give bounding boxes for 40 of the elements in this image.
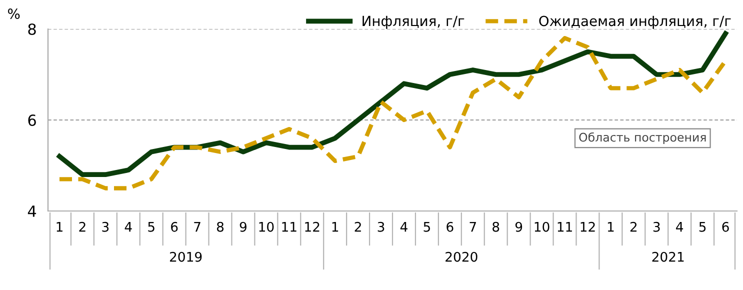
x-tick-label: 10	[534, 222, 550, 232]
legend-label: Ожидаемая инфляция, г/г	[539, 16, 731, 29]
x-tick-label: 9	[240, 222, 246, 232]
x-tick-label: 9	[515, 222, 522, 232]
text: 2019	[170, 252, 202, 262]
x-tick-label: 11	[558, 222, 572, 232]
x-tick-label: 7	[470, 222, 476, 232]
x-tick-label: 4	[400, 222, 408, 232]
x-tick-label: 5	[424, 222, 430, 232]
x-tick-label: 2	[630, 222, 637, 232]
x-tick-label: 3	[653, 222, 660, 232]
x-tick-label: 6	[722, 222, 729, 232]
x-tick-label: 7	[194, 222, 200, 232]
x-tick-label: 2	[79, 222, 86, 232]
x-tick-label: 6	[171, 222, 178, 232]
text: 2021	[652, 252, 684, 262]
x-tick-label: 4	[124, 222, 132, 232]
x-tick-label: 1	[332, 222, 338, 232]
x-tick-label: 5	[699, 222, 706, 232]
y-axis-title: %	[8, 8, 20, 20]
y-tick-label: 6	[28, 114, 36, 126]
text: 2020	[446, 252, 478, 262]
y-tick-label: 8	[28, 23, 36, 36]
legend-label: Инфляция, г/г	[362, 16, 464, 29]
x-tick-label: 4	[676, 222, 684, 232]
x-tick-label: 12	[305, 222, 320, 232]
x-tick-label: 1	[56, 222, 62, 232]
x-tick-label: 10	[259, 222, 274, 232]
x-tick-label: 8	[492, 222, 500, 232]
x-tick-label: 3	[378, 222, 384, 232]
x-tick-label: 1	[608, 222, 614, 232]
x-tick-label: 6	[446, 222, 454, 232]
annotation: Область построения	[579, 132, 706, 144]
x-tick-label: 12	[580, 222, 595, 232]
x-tick-label: 2	[354, 222, 361, 232]
x-tick-label: 8	[216, 222, 224, 232]
y-tick-label: 4	[28, 206, 36, 217]
x-tick-label: 11	[282, 222, 296, 232]
x-tick-label: 5	[148, 222, 154, 232]
x-tick-label: 3	[102, 222, 109, 232]
